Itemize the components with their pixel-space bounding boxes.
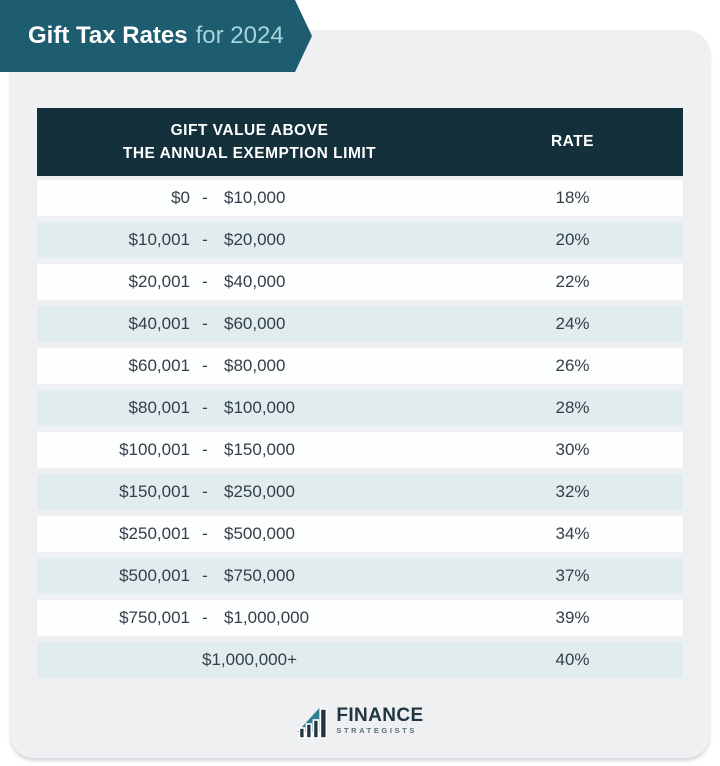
gift-tax-rates-table: GIFT VALUE ABOVE THE ANNUAL EXEMPTION LI… [37, 108, 683, 684]
cell-gift-value-range: $40,001- $60,000 [37, 314, 462, 334]
range-from: $20,001 [128, 272, 190, 291]
table-row: $500,001- $750,000 37% [37, 558, 683, 594]
range-from: $100,001 [119, 440, 190, 459]
range-to: $500,000 [224, 524, 295, 543]
table-row: $250,001- $500,000 34% [37, 516, 683, 552]
range-separator: - [202, 566, 208, 585]
range-from: $80,001 [128, 398, 190, 417]
range-to: $250,000 [224, 482, 295, 501]
cell-gift-value-range: $1,000,000+ [201, 650, 297, 669]
range-to: $60,000 [224, 314, 286, 333]
range-from: $0 [171, 188, 190, 207]
range-separator: - [202, 356, 208, 375]
range-to: $10,000 [224, 188, 286, 207]
cell-gift-value-range: $750,001- $1,000,000 [37, 608, 462, 628]
range-separator: - [202, 272, 208, 291]
range-to: $1,000,000 [224, 608, 310, 627]
range-to: $20,000 [224, 230, 286, 249]
range-from: $60,001 [128, 356, 190, 375]
cell-rate: 20% [555, 230, 590, 249]
table-body: $0- $10,000 18% $10,001- $20,000 20% $20,001- $… [37, 180, 683, 678]
range-to: $150,000 [224, 440, 295, 459]
table-row: $60,001- $80,000 26% [37, 348, 683, 384]
table-row: $40,001- $60,000 24% [37, 306, 683, 342]
cell-rate: 34% [555, 524, 590, 543]
cell-gift-value-range: $10,001- $20,000 [37, 230, 462, 250]
range-from: $500,001 [119, 566, 190, 585]
range-to: $40,000 [224, 272, 286, 291]
logo-name-finance: FINANCE [336, 705, 424, 726]
cell-rate: 24% [555, 314, 590, 333]
range-separator: - [202, 188, 208, 207]
cell-rate: 26% [555, 356, 590, 375]
table-row: $0- $10,000 18% [37, 180, 683, 216]
logo-wordmark: FINANCE STRATEGISTS [336, 706, 423, 735]
table-row: $80,001- $100,000 28% [37, 390, 683, 426]
column-header-gift-value-line2: THE ANNUAL EXEMPTION LIMIT [122, 145, 377, 162]
cell-rate: 22% [555, 272, 590, 291]
cell-gift-value-range: $500,001- $750,000 [37, 566, 462, 586]
page-title-year: for 2024 [195, 22, 284, 49]
cell-gift-value-range: $150,001- $250,000 [37, 482, 462, 502]
cell-rate: 30% [555, 440, 590, 459]
cell-rate: 39% [555, 608, 590, 627]
range-separator: - [202, 398, 208, 417]
cell-rate: 40% [555, 650, 590, 669]
cell-rate: 18% [555, 188, 590, 207]
range-separator: - [202, 524, 208, 543]
column-header-gift-value: GIFT VALUE ABOVE THE ANNUAL EXEMPTION LI… [37, 119, 462, 166]
range-separator: - [202, 230, 208, 249]
range-to: $750,000 [224, 566, 295, 585]
range-to: $80,000 [224, 356, 286, 375]
cell-gift-value-range: $100,001- $150,000 [37, 440, 462, 460]
range-separator: - [202, 608, 208, 627]
range-separator: - [202, 314, 208, 333]
cell-rate: 37% [555, 566, 590, 585]
table-row: $100,001- $150,000 30% [37, 432, 683, 468]
range-from: $250,001 [119, 524, 190, 543]
cell-gift-value-range: $80,001- $100,000 [37, 398, 462, 418]
table-row: $20,001- $40,000 22% [37, 264, 683, 300]
range-from: $40,001 [128, 314, 190, 333]
page-title: Gift Tax Rates [28, 22, 188, 49]
column-header-gift-value-line1: GIFT VALUE ABOVE [170, 121, 329, 139]
range-from: $750,001 [119, 608, 190, 627]
logo-name-strategists: STRATEGISTS [336, 726, 417, 735]
range-from: $10,001 [128, 230, 190, 249]
column-header-rate: RATE [550, 133, 595, 150]
table-row: $750,001- $1,000,000 39% [37, 600, 683, 636]
cell-gift-value-range: $60,001- $80,000 [37, 356, 462, 376]
table-row: $150,001- $250,000 32% [37, 474, 683, 510]
title-banner: Gift Tax Rates for 2024 [0, 0, 312, 72]
cell-rate: 32% [555, 482, 590, 501]
cell-rate: 28% [555, 398, 590, 417]
table-row: $10,001- $20,000 20% [37, 222, 683, 258]
finance-strategists-logo: FINANCE STRATEGISTS [296, 706, 423, 740]
table-row: $1,000,000+ 40% [37, 642, 683, 678]
cell-gift-value-range: $0- $10,000 [37, 188, 462, 208]
cell-gift-value-range: $20,001- $40,000 [37, 272, 462, 292]
range-separator: - [202, 482, 208, 501]
cell-gift-value-range: $250,001- $500,000 [37, 524, 462, 544]
range-to: $100,000 [224, 398, 295, 417]
range-from: $150,001 [119, 482, 190, 501]
table-header-row: GIFT VALUE ABOVE THE ANNUAL EXEMPTION LI… [37, 108, 683, 176]
range-separator: - [202, 440, 208, 459]
ascending-bars-arrow-icon [297, 708, 328, 739]
